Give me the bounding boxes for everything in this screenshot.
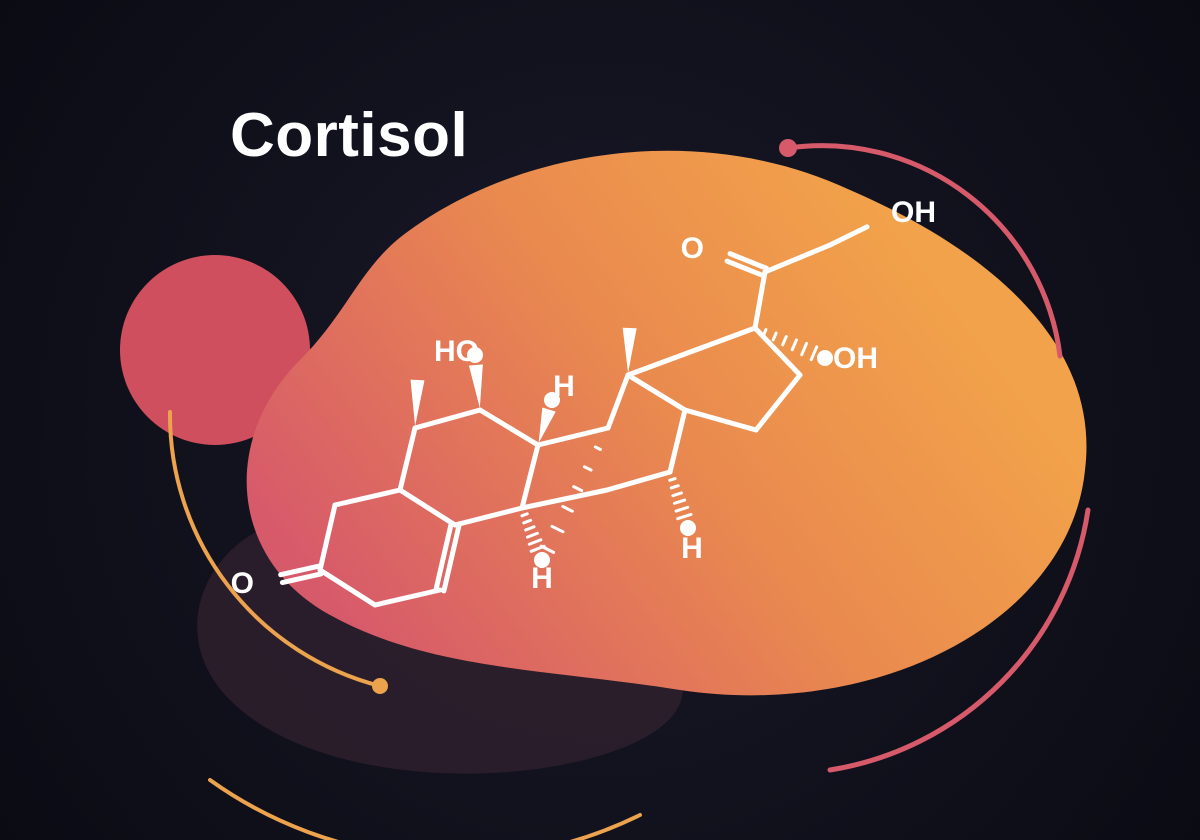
atom-label-h: H — [681, 532, 703, 565]
infographic-stage: O HO O OH OH H H H Cortisol — [0, 0, 1200, 840]
atom-label-h: H — [553, 370, 575, 403]
atom-label-oh: OH — [891, 196, 936, 229]
molecule-title: Cortisol — [230, 100, 468, 171]
molecule-layer: O HO O OH OH H H H — [0, 0, 1200, 840]
atom-label-o: O — [681, 232, 704, 265]
atom-label-h: H — [531, 562, 553, 595]
atom-label-o: O — [231, 567, 254, 600]
cortisol-structure: O HO O OH OH H H H — [231, 196, 936, 605]
atom-label-oh: OH — [833, 342, 878, 375]
atom-label-ho: HO — [434, 335, 479, 368]
